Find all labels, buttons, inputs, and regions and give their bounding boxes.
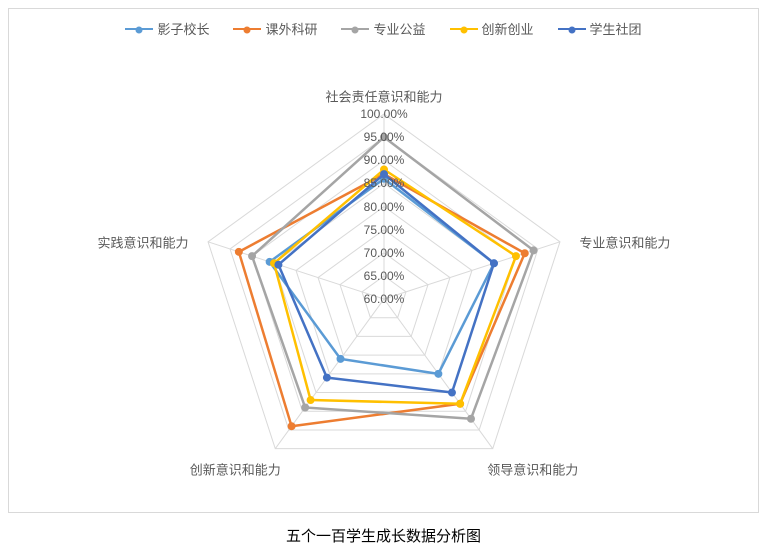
tick-label: 70.00% (364, 246, 405, 260)
tick-label: 80.00% (364, 200, 405, 214)
chart-plot-area: 影子校长课外科研专业公益创新创业学生社团 社会责任意识和能力专业意识和能力领导意… (8, 8, 759, 513)
tick-label: 75.00% (364, 223, 405, 237)
axis-label: 社会责任意识和能力 (325, 87, 442, 106)
radar-svg (9, 9, 758, 512)
axis-label: 专业意识和能力 (579, 232, 670, 251)
chart-container: 影子校长课外科研专业公益创新创业学生社团 社会责任意识和能力专业意识和能力领导意… (0, 0, 767, 551)
axis-label: 实践意识和能力 (98, 232, 189, 251)
axis-label: 领导意识和能力 (487, 459, 578, 478)
tick-label: 85.00% (364, 176, 405, 190)
tick-label: 100.00% (360, 107, 407, 121)
tick-label: 60.00% (364, 292, 405, 306)
tick-label: 65.00% (364, 269, 405, 283)
tick-label: 90.00% (364, 153, 405, 167)
chart-caption: 五个一百学生成长数据分析图 (0, 525, 767, 546)
tick-label: 95.00% (364, 130, 405, 144)
axis-label: 创新意识和能力 (190, 459, 281, 478)
